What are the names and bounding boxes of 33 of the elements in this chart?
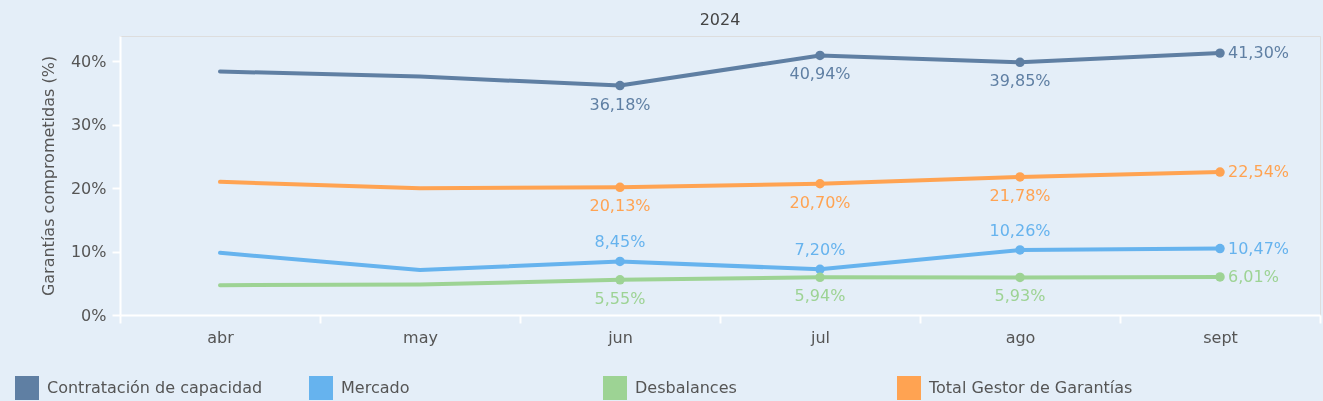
data-label: 22,54%	[1228, 162, 1290, 182]
data-label: 41,30%	[1228, 43, 1290, 63]
data-label: 7,20%	[794, 240, 846, 260]
x-tick-label: abr	[207, 327, 235, 347]
chart-title: 2024	[699, 10, 741, 29]
y-tick-label: 0%	[81, 305, 107, 325]
y-tick-label: 40%	[70, 51, 107, 71]
legend-label: Total Gestor de Garantías	[928, 378, 1133, 397]
legend-label: Contratación de capacidad	[47, 378, 263, 397]
legend-label: Desbalances	[635, 378, 737, 397]
data-label: 6,01%	[1228, 266, 1279, 286]
data-label: 21,78%	[989, 185, 1051, 205]
data-label: 8,45%	[594, 232, 646, 252]
data-label: 20,70%	[789, 192, 851, 212]
x-tick-label: jul	[809, 327, 831, 347]
legend-label: Mercado	[341, 378, 410, 397]
y-tick-label: 20%	[70, 178, 107, 198]
x-tick-label: may	[403, 327, 438, 347]
x-tick-label: jun	[607, 327, 633, 347]
data-label: 10,47%	[1228, 238, 1290, 258]
x-tick-label: sept	[1203, 327, 1238, 347]
data-label: 39,85%	[989, 71, 1051, 91]
y-axis-title: Garantías comprometidas (%)	[38, 55, 58, 297]
data-label: 40,94%	[789, 64, 851, 84]
y-tick-label: 30%	[70, 115, 107, 135]
data-label: 5,93%	[994, 286, 1046, 306]
x-tick-label: ago	[1005, 327, 1036, 347]
data-label: 36,18%	[589, 94, 651, 114]
data-label: 5,94%	[794, 286, 846, 306]
data-label: 20,13%	[589, 196, 651, 216]
data-label: 10,26%	[989, 220, 1051, 240]
data-label: 5,55%	[594, 288, 646, 308]
y-tick-label: 10%	[70, 242, 107, 262]
